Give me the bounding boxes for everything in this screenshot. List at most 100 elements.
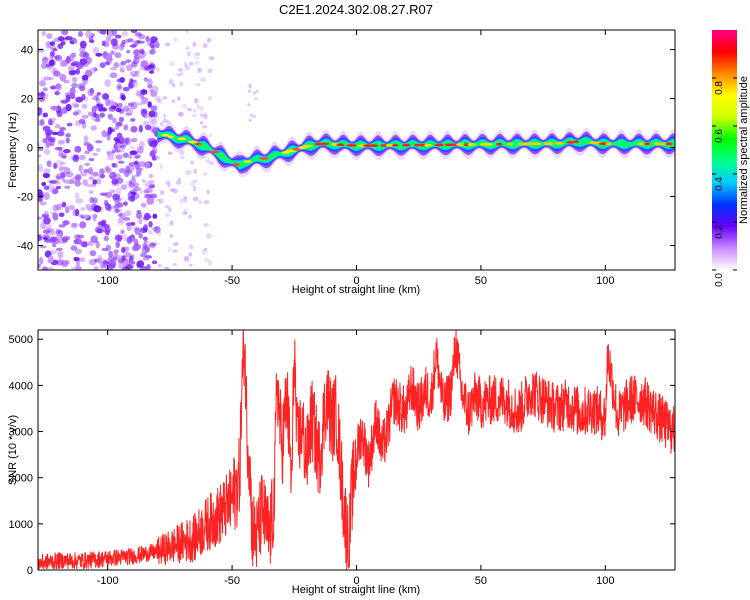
noise-blob: [115, 107, 122, 113]
noise-blob: [61, 155, 67, 159]
noise-blob: [59, 61, 68, 67]
noise-blob: [130, 221, 136, 226]
noise-blob: [148, 220, 153, 228]
noise-blob: [38, 154, 42, 158]
noise-blob: [188, 251, 193, 257]
noise-blob: [65, 171, 74, 178]
noise-blob: [118, 217, 124, 224]
noise-blob: [76, 175, 82, 180]
noise-blob: [82, 51, 89, 58]
noise-blob: [134, 227, 141, 235]
noise-blob: [79, 85, 86, 92]
noise-blob: [115, 154, 123, 160]
noise-blob: [92, 46, 100, 54]
noise-blob: [134, 32, 142, 37]
noise-blob: [78, 31, 84, 37]
x-tick-label: 100: [596, 575, 614, 587]
noise-blob: [125, 59, 132, 63]
noise-blob: [116, 187, 122, 196]
noise-blob: [65, 57, 72, 64]
noise-blob: [149, 243, 156, 249]
noise-blob: [186, 107, 193, 112]
noise-blob: [107, 153, 115, 161]
noise-blob: [203, 172, 208, 176]
trace-hotspot: [463, 143, 470, 146]
noise-blob: [84, 162, 91, 167]
noise-blob: [56, 233, 61, 238]
noise-blob: [115, 121, 123, 127]
noise-blob: [106, 133, 111, 141]
noise-blob: [168, 207, 172, 213]
noise-blob: [81, 103, 88, 109]
noise-blob: [38, 192, 44, 198]
x-tick-label: 50: [475, 275, 487, 287]
noise-blob: [71, 102, 78, 108]
noise-blob: [43, 76, 51, 81]
noise-blob: [65, 206, 70, 214]
noise-blob: [185, 30, 189, 34]
noise-blob: [105, 167, 112, 173]
noise-blob: [95, 178, 102, 185]
noise-blob: [42, 229, 51, 234]
noise-blob: [93, 205, 102, 213]
snr-ylabel: SNR (10 * v/v): [7, 415, 19, 485]
trace-hotspot: [385, 144, 394, 147]
noise-blob: [116, 132, 123, 140]
noise-blob: [182, 211, 188, 215]
noise-blob: [59, 127, 66, 131]
trace-hotspot: [543, 142, 554, 146]
noise-blob: [108, 259, 117, 267]
noise-blob: [126, 236, 133, 244]
noise-blob: [87, 88, 95, 97]
noise-blob: [157, 98, 163, 104]
noise-blob: [137, 102, 144, 106]
noise-blob: [156, 231, 162, 236]
noise-blob: [122, 266, 130, 270]
noise-blob: [71, 223, 78, 228]
noise-blob: [208, 260, 213, 266]
trace-hotspot: [336, 143, 345, 147]
noise-blob: [94, 118, 101, 123]
noise-blob: [109, 189, 116, 194]
noise-blob: [81, 93, 86, 101]
noise-blob: [152, 226, 158, 231]
noise-blob: [114, 149, 121, 153]
x-tick-label: 50: [475, 575, 487, 587]
noise-blob: [138, 218, 143, 224]
noise-blob: [88, 258, 97, 266]
noise-blob: [69, 87, 76, 95]
noise-blob: [65, 137, 70, 144]
noise-blob: [169, 188, 176, 192]
noise-blob: [146, 80, 154, 85]
noise-blob: [133, 186, 141, 192]
noise-blob: [39, 80, 47, 87]
noise-blob: [111, 149, 116, 154]
noise-blob: [87, 111, 95, 117]
noise-blob: [92, 217, 97, 222]
heatmap-axes: -100 -50 0 50 100 -40 -20 0 20 40: [17, 30, 675, 287]
trace-hotspot: [177, 137, 187, 141]
noise-blob: [185, 46, 190, 50]
noise-blob: [136, 260, 145, 268]
trace-hotspot: [554, 141, 565, 145]
noise-blob: [43, 216, 51, 225]
trace-hotspot: [483, 142, 494, 146]
noise-blob: [122, 152, 129, 158]
noise-blob: [124, 209, 132, 217]
noise-blob: [102, 258, 108, 267]
noise-blob: [150, 193, 158, 199]
noise-blob: [109, 66, 118, 71]
trace-hotspot: [644, 142, 651, 146]
noise-blob: [200, 77, 206, 82]
noise-blob: [153, 226, 161, 234]
colorbar-tick-label: 0.0: [714, 273, 725, 287]
trace-hotspot: [533, 142, 542, 146]
noise-blob: [64, 180, 71, 184]
noise-blob: [54, 55, 60, 60]
noise-blob: [101, 93, 109, 100]
noise-blob: [91, 113, 96, 121]
noise-blob: [130, 236, 138, 244]
noise-blob: [172, 263, 177, 267]
noise-blob: [52, 243, 57, 248]
noise-blob: [186, 51, 191, 57]
